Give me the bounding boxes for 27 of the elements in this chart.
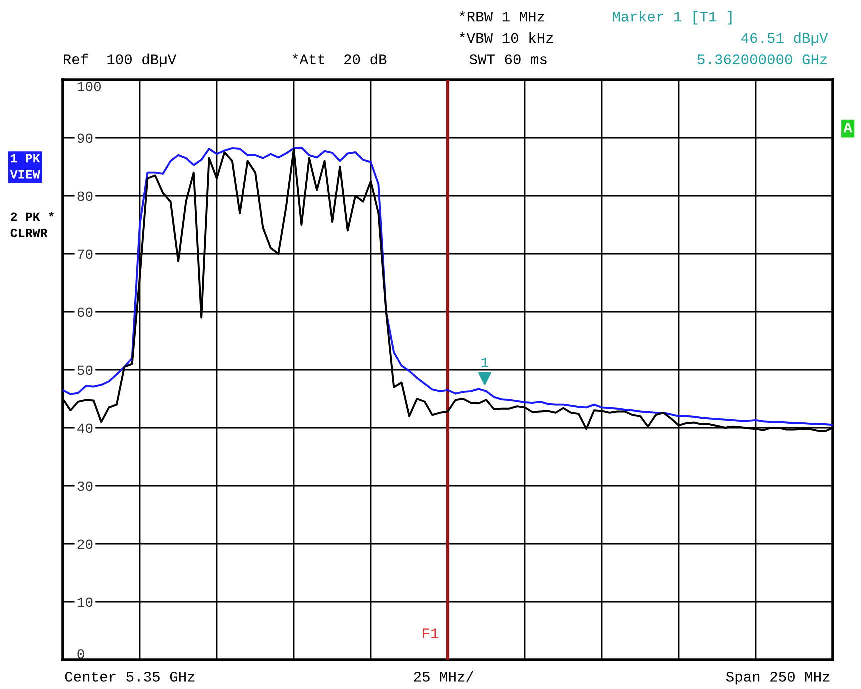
annotation: F1 [423, 628, 439, 638]
text: Center 5.35 GHz [65, 672, 195, 682]
text: *Att 20 dB [292, 54, 387, 65]
y-tick-label: 40 [78, 424, 93, 434]
y-tick-label: 20 [78, 540, 93, 550]
y-tick-label: 50 [78, 366, 93, 376]
y-tick-label: 100 [78, 82, 102, 92]
y-tick-label: 30 [78, 482, 93, 492]
y-tick-label: 0 [78, 649, 84, 659]
y-tick-label: 80 [78, 192, 93, 202]
text: 46.51 dBµV [741, 32, 828, 46]
text: Span 250 MHz [726, 672, 830, 685]
y-tick-label: 60 [78, 308, 93, 318]
text: Ref 100 dBµV [64, 54, 177, 68]
y-tick-label: 10 [78, 598, 93, 608]
text: 1 PK VIEW [10, 154, 40, 179]
text: *VBW 10 kHz [460, 32, 554, 44]
y-tick-label: 90 [78, 134, 93, 144]
text: *RBW 1 MHz [460, 11, 544, 22]
text: 2 PK * CLRWR [10, 212, 54, 238]
text: 5.362000000 GHz [698, 54, 828, 65]
text: A [844, 123, 852, 133]
text: 25 MHz/ [414, 671, 474, 682]
text: Marker 1 [T1 ] [613, 11, 732, 25]
text: SWT 60 ms [470, 54, 547, 65]
annotation: 1 [482, 358, 488, 368]
y-tick-label: 70 [78, 250, 93, 260]
